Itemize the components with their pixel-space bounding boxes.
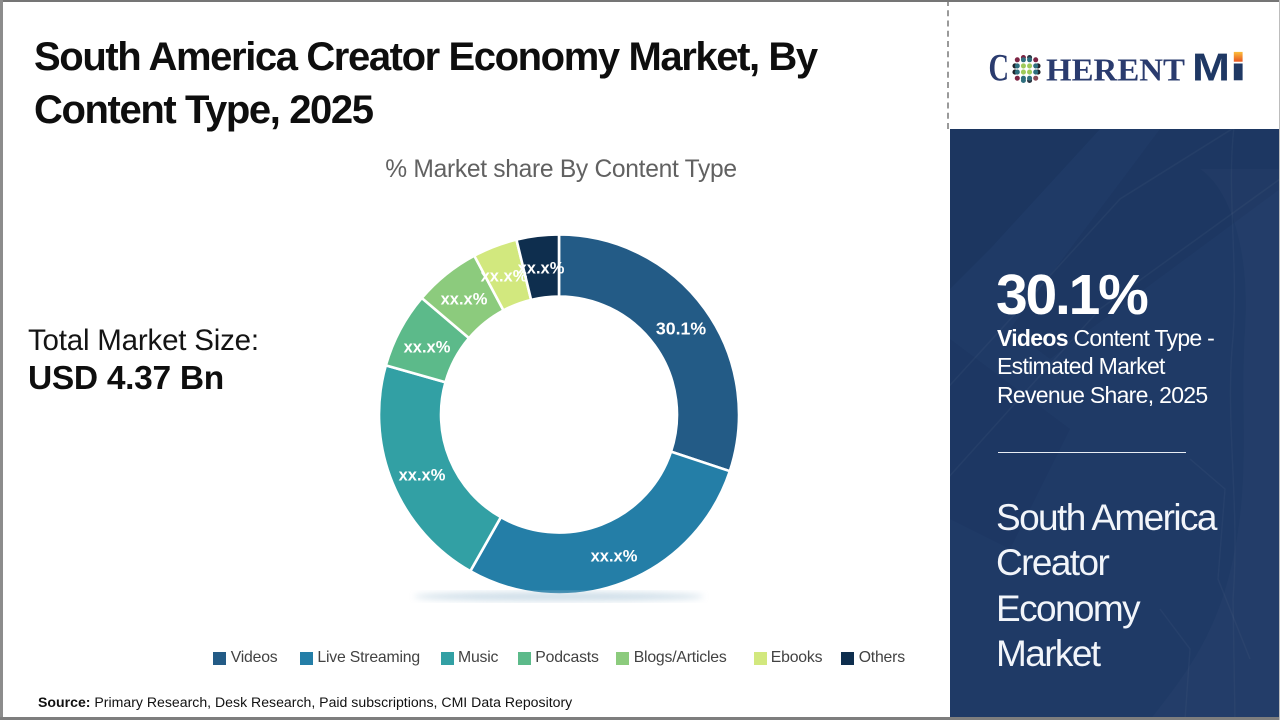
svg-text:HERENT: HERENT	[1046, 51, 1185, 87]
svg-text:C: C	[989, 47, 1010, 87]
svg-text:M: M	[1192, 47, 1230, 87]
